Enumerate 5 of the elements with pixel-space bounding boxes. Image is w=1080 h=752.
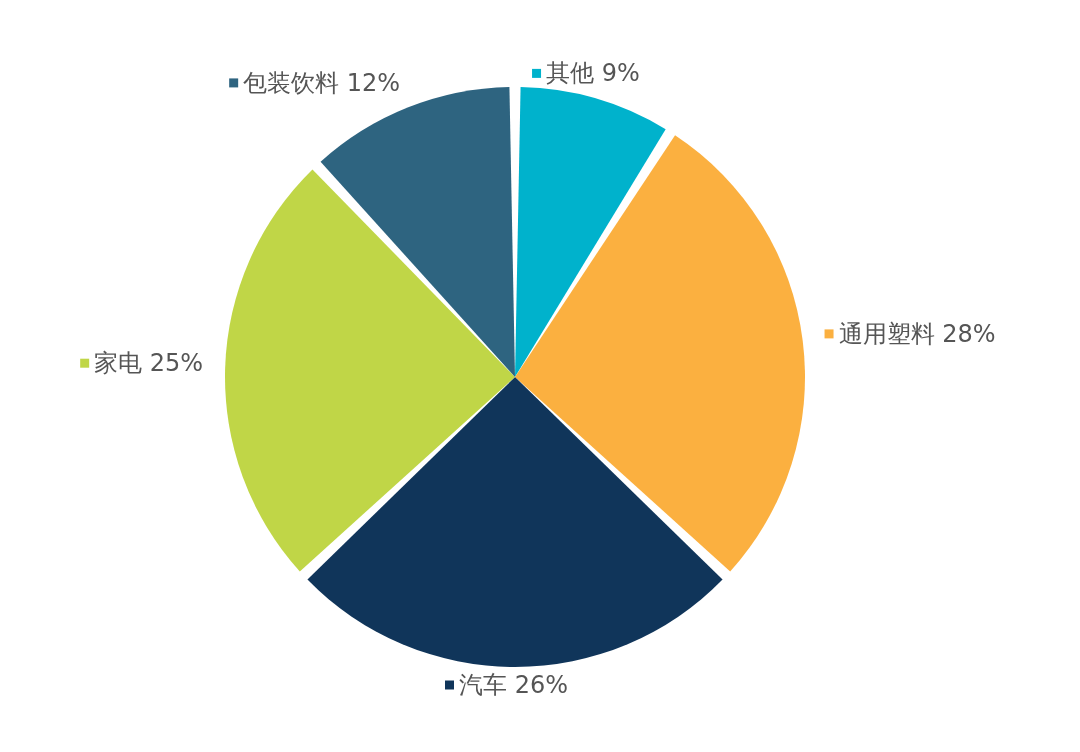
legend-label: 通用塑料 28% — [838, 319, 996, 348]
legend-label: 其他 9% — [546, 59, 640, 88]
legend-label: 家电 25% — [94, 349, 204, 378]
legend-label: 汽车 26% — [459, 671, 568, 699]
legend-label: 包装饮料 12% — [243, 68, 401, 97]
